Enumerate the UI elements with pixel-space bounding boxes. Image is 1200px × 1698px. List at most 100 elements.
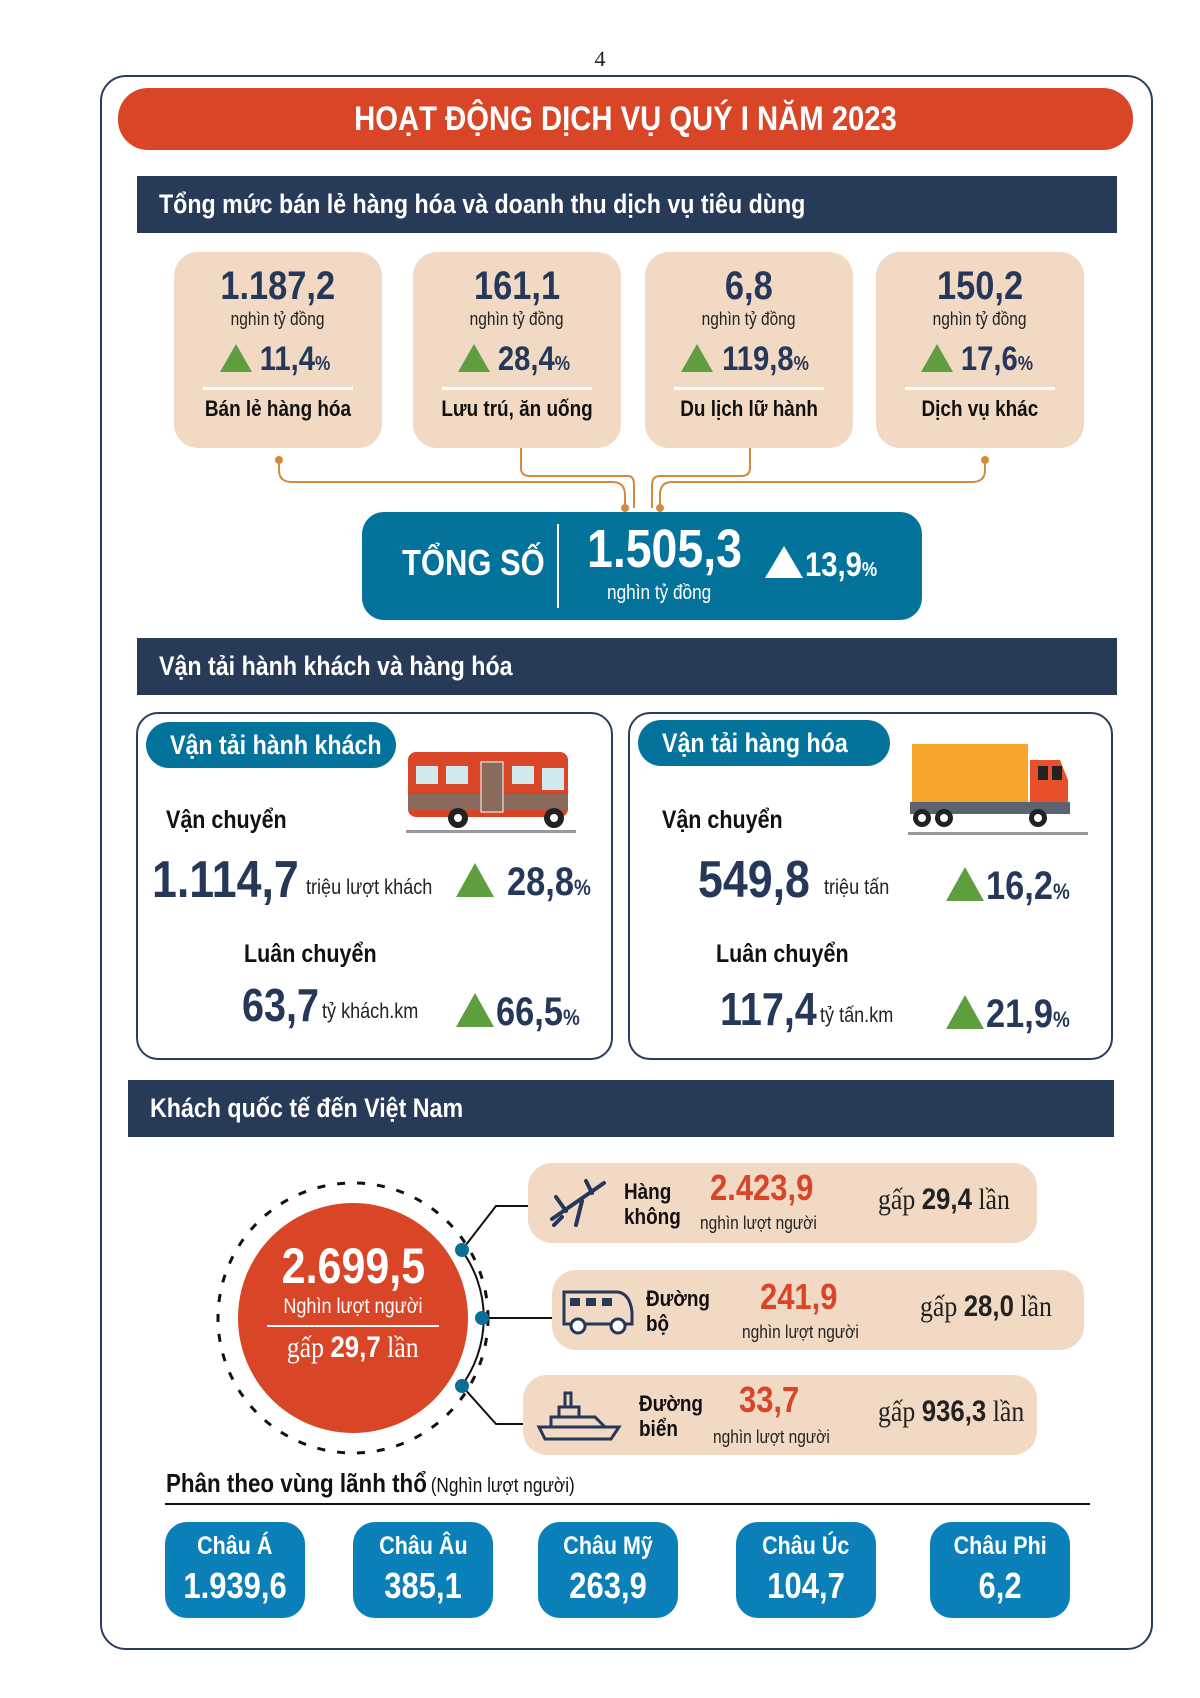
region-value: 263,9 bbox=[569, 1565, 647, 1606]
region-value: 6,2 bbox=[978, 1565, 1022, 1606]
region-name: Châu Âu bbox=[378, 1532, 468, 1560]
times-suffix: lần bbox=[387, 1331, 419, 1364]
card-value: 6,8 bbox=[725, 264, 773, 308]
regions-title: Phân theo vùng lãnh thổ (Nghìn lượt ngườ… bbox=[166, 1468, 641, 1499]
percent-sign: % bbox=[861, 559, 878, 581]
passenger-title-text: Vận tải hành khách bbox=[170, 730, 382, 760]
retail-header-text: Tổng mức bán lẻ hàng hóa và doanh thu dị… bbox=[159, 189, 806, 219]
total-label: TỔNG SỐ bbox=[402, 542, 545, 583]
percent-sign: % bbox=[314, 353, 331, 375]
percent-sign: % bbox=[574, 875, 591, 900]
total-growth: 13,9 bbox=[805, 546, 862, 584]
transport-header: Vận tải hành khách và hàng hóa bbox=[137, 638, 1117, 695]
up-arrow-icon bbox=[921, 344, 953, 372]
total-value: 1.505,3 bbox=[587, 519, 742, 579]
region-value: 385,1 bbox=[384, 1565, 462, 1606]
carry-unit: triệu lượt khách bbox=[306, 876, 433, 899]
carry-value: 549,8 bbox=[698, 851, 810, 909]
total-visitors-value: 2.699,5 bbox=[281, 1238, 425, 1294]
card-label: Lưu trú, ăn uống bbox=[441, 396, 593, 421]
mode-road: Đường bộ 241,9 nghìn lượt người gấp 28,0 … bbox=[552, 1270, 1084, 1350]
times-prefix: gấp bbox=[878, 1395, 916, 1428]
region-africa: Châu Phi 6,2 bbox=[930, 1522, 1070, 1618]
up-arrow-icon bbox=[456, 863, 494, 897]
page-number: 4 bbox=[594, 46, 606, 71]
mode-times: 29,4 bbox=[921, 1183, 972, 1216]
card-travel: 6,8 nghìn tỷ đồng 119,8% Du lịch lữ hành bbox=[645, 252, 853, 448]
card-unit: nghìn tỷ đồng bbox=[933, 309, 1027, 329]
region-name: Châu Mỹ bbox=[563, 1532, 653, 1560]
card-unit: nghìn tỷ đồng bbox=[470, 309, 564, 329]
visitors-total-circle: 2.699,5 Nghìn lượt người gấp 29,7 lần bbox=[238, 1203, 468, 1433]
mode-line2: biển bbox=[639, 1416, 678, 1441]
mode-value: 241,9 bbox=[760, 1276, 838, 1317]
times-prefix: gấp bbox=[287, 1331, 325, 1364]
visitors-header-text: Khách quốc tế đến Việt Nam bbox=[150, 1093, 464, 1123]
cargo-title-text: Vận tải hàng hóa bbox=[662, 728, 848, 758]
times-suffix: lần bbox=[992, 1395, 1025, 1428]
percent-sign: % bbox=[1017, 353, 1034, 375]
rotate-label: Luân chuyển bbox=[716, 940, 849, 968]
card-accommodation: 161,1 nghìn tỷ đồng 28,4% Lưu trú, ăn uố… bbox=[413, 252, 621, 448]
passenger-title: Vận tải hành khách bbox=[146, 722, 396, 768]
carry-label: Vận chuyển bbox=[166, 806, 287, 834]
region-asia: Châu Á 1.939,6 bbox=[165, 1522, 305, 1618]
percent-sign: % bbox=[794, 353, 810, 375]
visitors-header: Khách quốc tế đến Việt Nam bbox=[128, 1080, 1114, 1137]
retail-header: Tổng mức bán lẻ hàng hóa và doanh thu dị… bbox=[137, 176, 1117, 233]
mode-line1: Đường bbox=[639, 1391, 703, 1416]
mode-unit: nghìn lượt người bbox=[700, 1213, 817, 1233]
visitor-connectors bbox=[216, 1181, 552, 1455]
divider bbox=[165, 1503, 1090, 1505]
card-value: 150,2 bbox=[936, 264, 1024, 308]
mode-line1: Hàng bbox=[624, 1179, 672, 1204]
card-unit: nghìn tỷ đồng bbox=[702, 309, 796, 329]
card-other-services: 150,2 nghìn tỷ đồng 17,6% Dịch vụ khác bbox=[876, 252, 1084, 448]
divider bbox=[442, 387, 592, 390]
card-growth: 11,4 bbox=[259, 340, 315, 378]
carry-value: 1.114,7 bbox=[152, 851, 299, 909]
rotate-unit: tỷ khách.km bbox=[322, 1000, 419, 1023]
percent-sign: % bbox=[562, 1005, 580, 1030]
percent-sign: % bbox=[554, 353, 571, 375]
rotate-growth: 21,9 bbox=[986, 992, 1053, 1036]
times-prefix: gấp bbox=[878, 1183, 916, 1216]
up-arrow-icon bbox=[946, 867, 984, 901]
up-arrow-icon bbox=[458, 344, 490, 372]
carry-label: Vận chuyển bbox=[662, 806, 783, 834]
card-label: Bán lẻ hàng hóa bbox=[204, 396, 352, 421]
mode-value: 2.423,9 bbox=[710, 1167, 814, 1208]
divider bbox=[203, 387, 353, 390]
times-suffix: lần bbox=[978, 1183, 1010, 1216]
mode-air: Hàng không 2.423,9 nghìn lượt người gấp 2… bbox=[528, 1163, 1037, 1243]
times-prefix: gấp bbox=[920, 1290, 958, 1323]
mode-line2: không bbox=[624, 1204, 681, 1229]
carry-growth: 16,2 bbox=[986, 864, 1053, 908]
total-times: 29,7 bbox=[330, 1331, 381, 1364]
mode-value: 33,7 bbox=[739, 1379, 800, 1420]
up-arrow-icon bbox=[681, 344, 714, 372]
card-value: 1.187,2 bbox=[220, 264, 336, 308]
card-label: Dịch vụ khác bbox=[921, 396, 1039, 421]
cargo-title: Vận tải hàng hóa bbox=[638, 720, 890, 766]
mode-times: 936,3 bbox=[921, 1395, 987, 1428]
divider bbox=[557, 524, 559, 608]
ship-icon bbox=[536, 1391, 622, 1441]
airplane-icon bbox=[550, 1179, 606, 1227]
percent-sign: % bbox=[1052, 1007, 1070, 1032]
total-unit: nghìn tỷ đồng bbox=[607, 582, 712, 604]
mode-line2: bộ bbox=[646, 1311, 670, 1336]
carry-unit: triệu tấn bbox=[824, 876, 890, 899]
rotate-growth: 66,5 bbox=[496, 990, 563, 1034]
up-arrow-icon bbox=[456, 993, 494, 1027]
passenger-panel: Vận tải hành khách Vận chuyển 1.114,7 tr… bbox=[136, 712, 613, 1060]
region-name: Châu Úc bbox=[762, 1532, 850, 1560]
times-suffix: lần bbox=[1020, 1290, 1052, 1323]
regions-title-text: Phân theo vùng lãnh thổ bbox=[166, 1468, 427, 1498]
total-box: TỔNG SỐ 1.505,3 nghìn tỷ đồng 13,9% bbox=[362, 512, 922, 620]
card-growth: 17,6 bbox=[960, 340, 1018, 378]
infographic-frame bbox=[100, 75, 1153, 1650]
up-arrow-icon bbox=[765, 546, 803, 578]
card-retail: 1.187,2 nghìn tỷ đồng 11,4% Bán lẻ hàng … bbox=[174, 252, 382, 448]
region-name: Châu Á bbox=[197, 1532, 273, 1560]
